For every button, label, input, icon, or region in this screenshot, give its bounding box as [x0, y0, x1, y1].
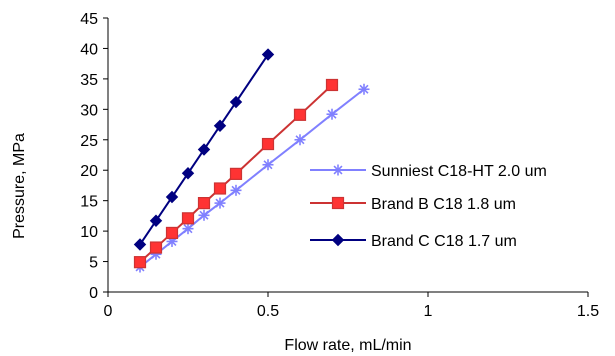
series-line-brand-b	[139, 84, 333, 263]
y-axis-title: Pressure, MPa	[11, 133, 28, 239]
y-tick-label: 5	[89, 255, 98, 272]
data-point-brand-b	[181, 212, 195, 225]
x-tick-label: 0.5	[257, 303, 279, 320]
axes	[107, 18, 588, 293]
data-point-sunniest	[182, 223, 194, 235]
data-point-brand-c	[133, 238, 147, 251]
y-tick-label: 10	[80, 224, 98, 241]
y-tick-label: 25	[80, 133, 98, 150]
data-point-brand-b	[165, 226, 179, 240]
series-layer	[133, 48, 370, 273]
data-point-sunniest	[326, 108, 338, 120]
data-point-brand-c	[213, 119, 227, 132]
y-tick-label: 15	[80, 194, 98, 211]
legend-marker-symbol-brand-c	[331, 233, 345, 247]
y-tick-label: 30	[80, 102, 98, 119]
data-point-brand-c	[197, 143, 211, 156]
y-ticks: 0 5 10 15 20 25 30 35 40 45	[80, 11, 108, 302]
series-brand-c	[133, 48, 275, 251]
series-sunniest	[134, 83, 370, 273]
data-point-sunniest	[358, 83, 370, 95]
series-line-brand-c	[139, 53, 269, 246]
legend-entry-brand-b: Brand B C18 1.8 um	[310, 196, 516, 213]
data-point-sunniest	[262, 159, 274, 171]
data-point-brand-b	[149, 241, 163, 254]
legend-marker-symbol-brand-b	[331, 196, 345, 210]
legend: Sunniest C18-HT 2.0 um Brand B C18 1.8 u…	[310, 163, 547, 250]
legend-marker-symbol-sunniest	[332, 164, 344, 176]
y-tick-label: 35	[80, 72, 98, 89]
data-point-brand-b	[325, 78, 339, 92]
y-tick-label: 40	[80, 41, 98, 58]
data-point-brand-c	[165, 190, 179, 204]
data-point-brand-b	[197, 197, 211, 210]
legend-entry-brand-c: Brand C C18 1.7 um	[310, 233, 517, 250]
legend-label-brand-b: Brand B C18 1.8 um	[371, 196, 516, 213]
legend-marker-sunniest	[332, 164, 344, 176]
data-point-brand-b	[229, 167, 243, 180]
y-tick-label: 20	[80, 163, 98, 180]
y-tick-label: 0	[89, 285, 98, 302]
data-point-brand-c	[261, 48, 275, 61]
data-point-sunniest	[230, 184, 242, 196]
y-tick-label: 45	[80, 11, 98, 28]
series-brand-b	[133, 78, 339, 269]
data-point-brand-c	[149, 214, 163, 227]
data-point-brand-b	[213, 182, 227, 195]
legend-label-brand-c: Brand C C18 1.7 um	[371, 233, 517, 250]
data-point-brand-b	[293, 108, 307, 121]
x-tick-label: 0	[104, 303, 113, 320]
data-point-brand-b	[133, 256, 147, 269]
data-point-sunniest	[294, 134, 306, 146]
data-point-brand-c	[181, 167, 195, 180]
x-axis-title: Flow rate, mL/min	[284, 337, 411, 354]
data-point-sunniest	[214, 197, 226, 209]
legend-marker-brand-b	[331, 196, 345, 210]
data-point-brand-c	[229, 95, 243, 109]
legend-label-sunniest: Sunniest C18-HT 2.0 um	[371, 163, 547, 180]
x-tick-label: 1.5	[577, 303, 599, 320]
legend-entry-sunniest: Sunniest C18-HT 2.0 um	[310, 163, 547, 180]
x-ticks: 0 0.5 1 1.5	[104, 292, 599, 320]
data-point-sunniest	[198, 209, 210, 221]
x-tick-label: 1	[424, 303, 433, 320]
data-point-brand-b	[261, 137, 275, 151]
legend-marker-brand-c	[331, 233, 345, 247]
